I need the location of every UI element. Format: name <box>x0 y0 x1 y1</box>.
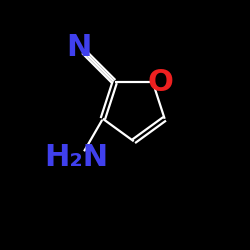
Text: N: N <box>66 32 92 62</box>
Text: H₂N: H₂N <box>44 143 109 172</box>
Text: O: O <box>148 68 173 97</box>
